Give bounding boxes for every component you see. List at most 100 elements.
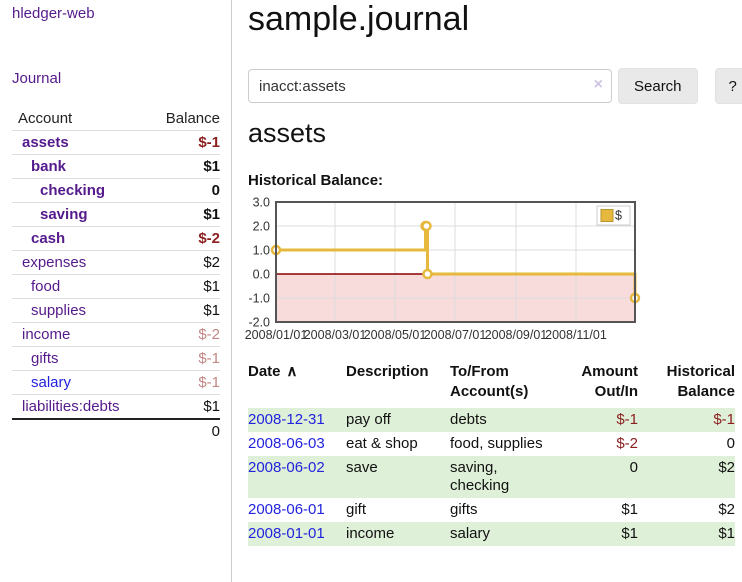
legend-label: $ (615, 209, 622, 223)
accounts-header-account: Account (18, 109, 73, 127)
y-tick-label: 1.0 (253, 244, 270, 258)
sidebar-account-row: liabilities:debts $1 (12, 394, 220, 418)
register-description-cell: pay off (346, 411, 391, 428)
register-header-account: To/From Account(s) (450, 363, 529, 400)
search-input[interactable] (248, 69, 612, 103)
register-header-date[interactable]: Date ∧ (248, 363, 298, 380)
plot-border (275, 201, 636, 323)
sidebar-account-link[interactable]: supplies (31, 302, 87, 319)
sidebar-account-balance: $1 (203, 398, 220, 415)
register-accounts-cell: saving, checking (450, 459, 510, 494)
sidebar-account-balance: $-2 (198, 230, 220, 247)
sidebar-account-row: assets $-1 (12, 130, 220, 154)
register-amount-cell: $-1 (616, 411, 638, 428)
register-description-cell: save (346, 459, 378, 476)
data-point-marker (422, 268, 433, 280)
search-box: × (248, 69, 612, 103)
sidebar-account-balance: $1 (203, 302, 220, 319)
sidebar-account-row: expenses $2 (12, 250, 220, 274)
x-tick-label: 2008/01/01 (245, 328, 308, 342)
register-description-cell: eat & shop (346, 435, 418, 452)
register-date-cell: 2008-06-02 (248, 456, 346, 498)
register-balance-cell: $-1 (713, 411, 735, 428)
x-tick-label: 2008/11/01 (545, 328, 607, 342)
sidebar-account-balance: $-1 (198, 134, 220, 151)
sidebar-account-link[interactable]: liabilities:debts (22, 398, 120, 415)
register-row: 2008-06-02 save saving, checking 0 $2 (248, 456, 735, 498)
sidebar-account-balance: $-1 (198, 350, 220, 367)
sidebar: hledger-web Journal Account Balance asse… (0, 0, 232, 582)
search-row: × Search ? (248, 68, 742, 104)
y-tick-label: -1.0 (248, 292, 270, 306)
sidebar-account-row: gifts $-1 (12, 346, 220, 370)
register-accounts-cell: gifts (450, 501, 478, 518)
sidebar-account-row: income $-2 (12, 322, 220, 346)
main-content: sample.journal × Search ? assets Histori… (245, 0, 742, 582)
sidebar-account-row: saving $1 (12, 202, 220, 226)
sidebar-account-link[interactable]: expenses (22, 254, 87, 271)
sidebar-account-link[interactable]: cash (31, 230, 66, 247)
accounts-table-header: Account Balance (12, 106, 220, 130)
sidebar-account-link[interactable]: gifts (31, 350, 59, 367)
sidebar-account-link[interactable]: income (22, 326, 71, 343)
y-tick-label: 0.0 (253, 268, 270, 282)
sidebar-account-balance: $1 (203, 158, 220, 175)
y-tick-label: -2.0 (248, 316, 270, 330)
search-button[interactable]: Search (618, 68, 698, 104)
register-date-link[interactable]: 2008-06-02 (248, 459, 325, 476)
historical-balance-chart[interactable]: 2008/01/012008/03/012008/05/012008/07/01… (244, 194, 644, 344)
clear-search-icon[interactable]: × (593, 76, 603, 93)
app-brand-link[interactable]: hledger-web (12, 5, 95, 22)
sidebar-account-balance: $1 (203, 278, 220, 295)
chart-heading: Historical Balance: (248, 172, 384, 189)
register-amount-cell: $-2 (616, 435, 638, 452)
sidebar-account-row: supplies $1 (12, 298, 220, 322)
register-row: 2008-06-01 gift gifts $1 $2 (248, 498, 735, 522)
sidebar-account-row: checking 0 (12, 178, 220, 202)
accounts-total-row: 0 (12, 418, 220, 442)
search-help-button[interactable]: ? (714, 68, 742, 104)
register-accounts-cell: salary (450, 525, 491, 542)
sidebar-account-link[interactable]: saving (40, 206, 88, 223)
sidebar-account-row: salary $-1 (12, 370, 220, 394)
register-header-description: Description (346, 363, 429, 380)
x-tick-label: 2008/03/01 (304, 328, 367, 342)
sidebar-account-row: cash $-2 (12, 226, 220, 250)
sidebar-account-row: bank $1 (12, 154, 220, 178)
accounts-table: Account Balance assets $-1 bank $1 checking 0… (12, 106, 220, 442)
accounts-rows: assets $-1 bank $1 checking 0 saving $1 cash $-2 e… (12, 130, 220, 418)
register-balance-cell: $1 (718, 525, 735, 542)
register-date-link[interactable]: 2008-01-01 (248, 525, 325, 542)
register-row: 2008-01-01 income salary $1 $1 (248, 522, 735, 546)
register-date-cell: 2008-12-31 (248, 408, 346, 432)
register-header-row: Date ∧ Description To/From Account(s) Amo… (248, 360, 735, 408)
register-date-link[interactable]: 2008-06-01 (248, 501, 325, 518)
account-heading: assets (248, 118, 327, 148)
sidebar-account-balance: 0 (211, 182, 220, 199)
accounts-header-balance: Balance (165, 109, 220, 127)
sidebar-account-balance: $1 (203, 206, 220, 223)
register-row: 2008-12-31 pay off debts $-1 $-1 (248, 408, 735, 432)
register-table: Date ∧ Description To/From Account(s) Amo… (248, 360, 735, 546)
register-header-amount: Amount Out/In (581, 363, 638, 400)
sidebar-account-link[interactable]: bank (31, 158, 67, 175)
x-tick-label: 2008/05/01 (364, 328, 427, 342)
x-tick-label: 2008/07/01 (424, 328, 487, 342)
sidebar-account-balance: $-1 (198, 374, 220, 391)
register-balance-cell: $2 (718, 459, 735, 476)
register-date-cell: 2008-06-03 (248, 432, 346, 456)
register-amount-cell: $1 (621, 525, 638, 542)
register-date-link[interactable]: 2008-12-31 (248, 411, 325, 428)
sidebar-account-link[interactable]: salary (31, 374, 72, 391)
register-amount-cell: 0 (629, 459, 638, 476)
register-date-link[interactable]: 2008-06-03 (248, 435, 325, 452)
page-title: sample.journal (248, 0, 470, 38)
sidebar-account-link[interactable]: checking (40, 182, 106, 199)
sidebar-item-journal[interactable]: Journal (12, 70, 62, 87)
sidebar-account-link[interactable]: assets (22, 134, 69, 151)
register-amount-cell: $1 (621, 501, 638, 518)
sidebar-account-balance: $2 (203, 254, 220, 271)
register-date-cell: 2008-06-01 (248, 498, 346, 522)
sidebar-account-link[interactable]: food (31, 278, 61, 295)
sidebar-account-row: food $1 (12, 274, 220, 298)
